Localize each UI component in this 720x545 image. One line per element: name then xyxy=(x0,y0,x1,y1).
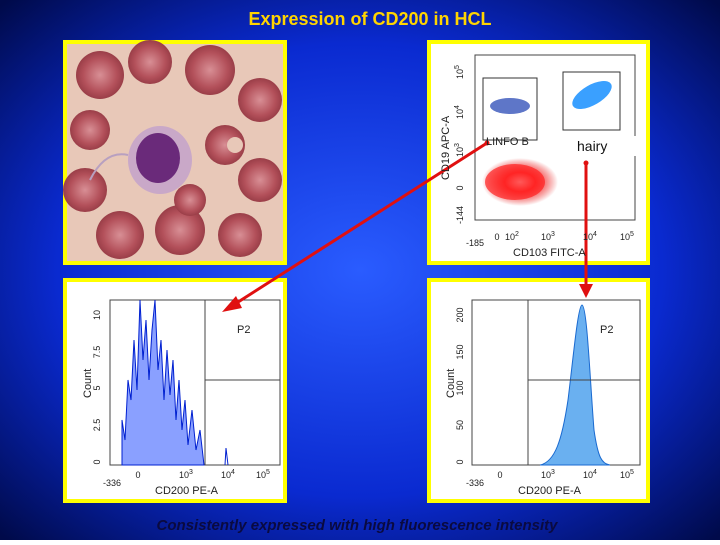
tick-base: 10 xyxy=(541,232,551,242)
tick-base: 0 xyxy=(494,232,499,242)
x-tick-label: -185 xyxy=(466,238,484,248)
x-tick-label: 0 xyxy=(494,232,499,242)
tick-base: 0 xyxy=(455,459,465,464)
y-tick-label: 105 xyxy=(454,65,465,79)
tick-base: 10 xyxy=(455,69,465,79)
y-tick-label: 50 xyxy=(455,420,465,430)
tick-base: -185 xyxy=(466,238,484,248)
arrows xyxy=(222,140,593,312)
x-tick-label: 0 xyxy=(497,470,502,480)
tick-base: 50 xyxy=(455,420,465,430)
tick-base: 10 xyxy=(620,470,630,480)
tick-base: 10 xyxy=(221,470,231,480)
tick-base: 150 xyxy=(455,344,465,359)
histogram-1 xyxy=(63,278,287,503)
x-tick-label: 103 xyxy=(541,469,555,480)
tick-base: 100 xyxy=(455,380,465,395)
tick-base: 0 xyxy=(455,185,465,190)
tick-exponent: 5 xyxy=(630,231,634,238)
tick-exponent: 5 xyxy=(266,469,270,476)
tick-base: -336 xyxy=(103,478,121,488)
tick-exponent: 4 xyxy=(593,231,597,238)
tick-base: 200 xyxy=(455,307,465,322)
tick-exponent: 3 xyxy=(551,231,555,238)
x-tick-label: 0 xyxy=(135,470,140,480)
tick-base: 2.5 xyxy=(92,419,102,432)
y-tick-label: 0 xyxy=(455,185,465,190)
x-tick-label: 102 xyxy=(505,231,519,242)
x-tick-label: 105 xyxy=(620,469,634,480)
y-tick-label: 0 xyxy=(455,459,465,464)
tick-base: 10 xyxy=(179,470,189,480)
tick-base: 10 xyxy=(583,470,593,480)
tick-base: 10 xyxy=(505,232,515,242)
tick-base: -144 xyxy=(455,206,465,224)
x-tick-label: 103 xyxy=(179,469,193,480)
tick-exponent: 3 xyxy=(454,143,461,147)
y-axis-label: Count xyxy=(445,369,457,398)
x-tick-label: 104 xyxy=(221,469,235,480)
y-tick-label: 7.5 xyxy=(92,346,102,359)
y-tick-label: 10 xyxy=(92,310,102,320)
y-tick-label: 200 xyxy=(455,307,465,322)
y-axis-label: CD19 APC-A xyxy=(440,115,452,180)
y-tick-label: -144 xyxy=(455,206,465,224)
title: Expression of CD200 in HCL xyxy=(248,9,491,29)
x-axis-label: CD200 PE-A xyxy=(155,485,219,497)
tick-base: 10 xyxy=(455,147,465,157)
tick-base: 0 xyxy=(135,470,140,480)
tick-exponent: 2 xyxy=(515,231,519,238)
tick-base: 5 xyxy=(92,385,102,390)
x-axis-label: CD103 FITC-A xyxy=(513,247,586,259)
tick-base: 10 xyxy=(541,470,551,480)
tick-base: 0 xyxy=(497,470,502,480)
x-tick-label: 105 xyxy=(620,231,634,242)
tick-exponent: 3 xyxy=(551,469,555,476)
x-tick-label: 104 xyxy=(583,469,597,480)
x-tick-label: -336 xyxy=(103,478,121,488)
histogram-2 xyxy=(427,278,650,503)
tick-exponent: 4 xyxy=(593,469,597,476)
x-tick-label: 103 xyxy=(541,231,555,242)
x-tick-label: 105 xyxy=(256,469,270,480)
caption: Consistently expressed with high fluores… xyxy=(157,517,559,534)
tick-base: 10 xyxy=(92,310,102,320)
y-tick-label: 2.5 xyxy=(92,419,102,432)
y-tick-label: 150 xyxy=(455,344,465,359)
tick-base: 10 xyxy=(256,470,266,480)
dot-plot xyxy=(427,40,650,265)
y-tick-label: 0 xyxy=(92,459,102,464)
y-tick-label: 103 xyxy=(454,143,465,157)
x-tick-label: -336 xyxy=(466,478,484,488)
gate-label: LINFO B xyxy=(486,136,529,148)
gate-label: P2 xyxy=(600,324,613,336)
y-tick-label: 5 xyxy=(92,385,102,390)
gate-label: hairy xyxy=(577,138,607,154)
tick-base: 10 xyxy=(620,232,630,242)
y-tick-label: 100 xyxy=(455,380,465,395)
tick-exponent: 4 xyxy=(454,105,461,109)
micrograph xyxy=(63,40,287,265)
tick-exponent: 4 xyxy=(231,469,235,476)
tick-exponent: 3 xyxy=(189,469,193,476)
tick-base: 7.5 xyxy=(92,346,102,359)
tick-exponent: 5 xyxy=(630,469,634,476)
tick-base: -336 xyxy=(466,478,484,488)
y-tick-label: 104 xyxy=(454,105,465,119)
x-tick-label: 104 xyxy=(583,231,597,242)
y-axis-label: Count xyxy=(82,369,94,398)
tick-exponent: 5 xyxy=(454,65,461,69)
tick-base: 10 xyxy=(583,232,593,242)
tick-base: 10 xyxy=(455,109,465,119)
x-axis-label: CD200 PE-A xyxy=(518,485,582,497)
tick-base: 0 xyxy=(92,459,102,464)
gate-label: P2 xyxy=(237,324,250,336)
